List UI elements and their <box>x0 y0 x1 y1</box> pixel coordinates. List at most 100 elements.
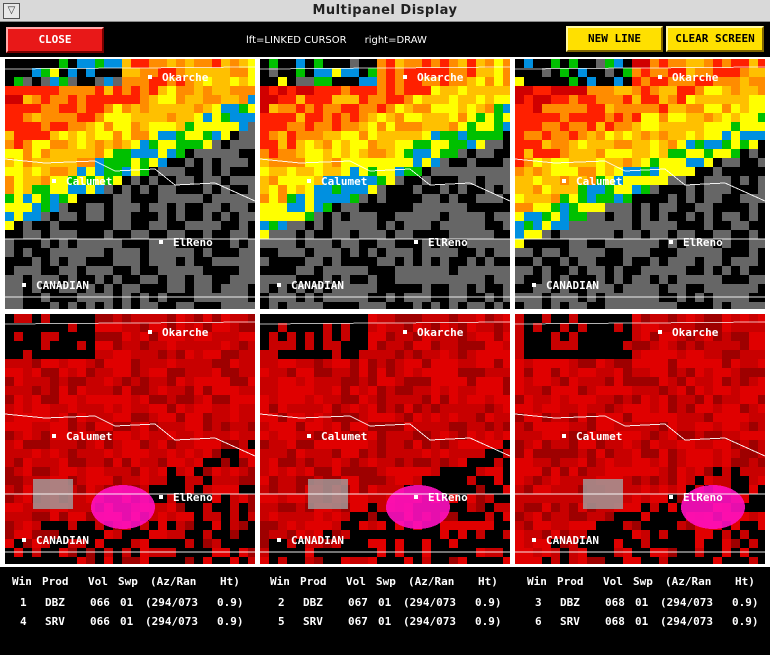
cell-prod: SRV <box>560 615 580 628</box>
city-name: Calumet <box>66 175 113 188</box>
boundary-line <box>5 413 255 457</box>
cell-win: 1 <box>20 596 27 609</box>
hint-left: lft=LINKED CURSOR <box>246 35 347 46</box>
header-win: Win <box>527 575 547 588</box>
city-name: CANADIAN <box>546 534 599 547</box>
city-label-elreno: ElReno <box>159 491 213 504</box>
city-marker-icon <box>277 538 281 542</box>
cell-azran: (294/073 <box>660 596 713 609</box>
city-label-canadian: CANADIAN <box>532 534 599 547</box>
city-name: Calumet <box>321 430 368 443</box>
boundary-line <box>260 321 510 325</box>
city-marker-icon <box>414 240 418 244</box>
header-swp: Swp <box>118 575 138 588</box>
radar-image <box>260 59 510 309</box>
cell-vol: 066 <box>90 615 110 628</box>
city-label-elreno: ElReno <box>669 491 723 504</box>
city-marker-icon <box>658 330 662 334</box>
radar-panel-1[interactable]: Okarche Calumet ElReno CANADIAN <box>5 59 255 309</box>
info-column-3: Win Prod Vol Swp (Az/Ran Ht) 3 DBZ 068 01 (294/073… <box>515 567 770 655</box>
header-prod: Prod <box>300 575 327 588</box>
radar-panel-3[interactable]: Okarche Calumet ElReno CANADIAN <box>515 59 765 309</box>
cell-swp: 01 <box>378 615 392 628</box>
city-label-calumet: Calumet <box>562 430 622 443</box>
city-name: Calumet <box>66 430 113 443</box>
city-marker-icon <box>307 434 311 438</box>
city-name: CANADIAN <box>291 534 344 547</box>
cell-ht: 0.9) <box>475 596 502 609</box>
velocity-couplet <box>386 485 450 529</box>
city-marker-icon <box>403 75 407 79</box>
city-label-calumet: Calumet <box>307 430 367 443</box>
cell-ht: 0.9) <box>475 615 502 628</box>
city-label-okarche: Okarche <box>403 71 463 84</box>
cell-azran: (294/073 <box>403 615 456 628</box>
cell-prod: SRV <box>303 615 323 628</box>
mouse-hint: lft=LINKED CURSOR right=DRAW <box>246 35 445 46</box>
info-column-1: Win Prod Vol Swp (Az/Ran Ht) 1 DBZ 066 01 (294/073… <box>0 567 255 655</box>
window-menu-icon[interactable]: ▽ <box>3 3 20 19</box>
radar-image <box>260 314 510 564</box>
header-ht: Ht) <box>735 575 755 588</box>
city-label-elreno: ElReno <box>414 236 468 249</box>
radar-panel-5[interactable]: Okarche Calumet ElReno CANADIAN <box>260 314 510 564</box>
info-row: 3 DBZ 068 01 (294/073 0.9) <box>515 596 770 610</box>
header-swp: Swp <box>376 575 396 588</box>
city-name: Okarche <box>417 71 464 84</box>
velocity-couplet <box>681 485 745 529</box>
cell-vol: 066 <box>90 596 110 609</box>
boundary-line <box>260 66 510 70</box>
city-label-elreno: ElReno <box>414 491 468 504</box>
info-column-2: Win Prod Vol Swp (Az/Ran Ht) 2 DBZ 067 01 (294/073… <box>258 567 513 655</box>
city-name: Okarche <box>162 71 209 84</box>
header-prod: Prod <box>557 575 584 588</box>
cell-vol: 068 <box>605 615 625 628</box>
cell-prod: DBZ <box>303 596 323 609</box>
cell-ht: 0.9) <box>732 596 759 609</box>
close-button[interactable]: CLOSE <box>6 27 104 53</box>
radar-image <box>5 59 255 309</box>
boundary-line <box>5 66 255 70</box>
radar-panel-4[interactable]: Okarche Calumet ElReno CANADIAN <box>5 314 255 564</box>
city-marker-icon <box>52 434 56 438</box>
header-win: Win <box>12 575 32 588</box>
city-marker-icon <box>159 495 163 499</box>
radar-image <box>5 314 255 564</box>
city-label-calumet: Calumet <box>52 430 112 443</box>
header-vol: Vol <box>88 575 108 588</box>
city-marker-icon <box>307 179 311 183</box>
city-label-elreno: ElReno <box>669 236 723 249</box>
radar-panel-2[interactable]: Okarche Calumet ElReno CANADIAN <box>260 59 510 309</box>
header-azran: (Az/Ran <box>665 575 712 588</box>
city-marker-icon <box>22 283 26 287</box>
city-label-canadian: CANADIAN <box>22 534 89 547</box>
cell-win: 4 <box>20 615 27 628</box>
new-line-button[interactable]: NEW LINE <box>566 26 663 52</box>
cell-azran: (294/073 <box>660 615 713 628</box>
city-label-canadian: CANADIAN <box>22 279 89 292</box>
cell-swp: 01 <box>378 596 392 609</box>
cell-azran: (294/073 <box>145 596 198 609</box>
city-marker-icon <box>669 240 673 244</box>
city-label-calumet: Calumet <box>562 175 622 188</box>
cell-ht: 0.9) <box>732 615 759 628</box>
cell-win: 5 <box>278 615 285 628</box>
city-marker-icon <box>22 538 26 542</box>
info-header-row: Win Prod Vol Swp (Az/Ran Ht) <box>0 575 255 589</box>
cell-azran: (294/073 <box>403 596 456 609</box>
clear-screen-button[interactable]: CLEAR SCREEN <box>666 26 764 52</box>
city-name: Okarche <box>417 326 464 339</box>
header-azran: (Az/Ran <box>150 575 197 588</box>
toolbar: CLOSE lft=LINKED CURSOR right=DRAW NEW LI… <box>0 22 770 57</box>
boundary-line <box>5 321 255 325</box>
city-marker-icon <box>532 283 536 287</box>
city-name: ElReno <box>683 491 723 504</box>
cell-prod: SRV <box>45 615 65 628</box>
cell-swp: 01 <box>635 596 649 609</box>
city-name: ElReno <box>428 491 468 504</box>
city-label-okarche: Okarche <box>403 326 463 339</box>
city-label-canadian: CANADIAN <box>277 534 344 547</box>
city-marker-icon <box>658 75 662 79</box>
radar-panel-6[interactable]: Okarche Calumet ElReno CANADIAN <box>515 314 765 564</box>
info-row: 4 SRV 066 01 (294/073 0.9) <box>0 615 255 629</box>
